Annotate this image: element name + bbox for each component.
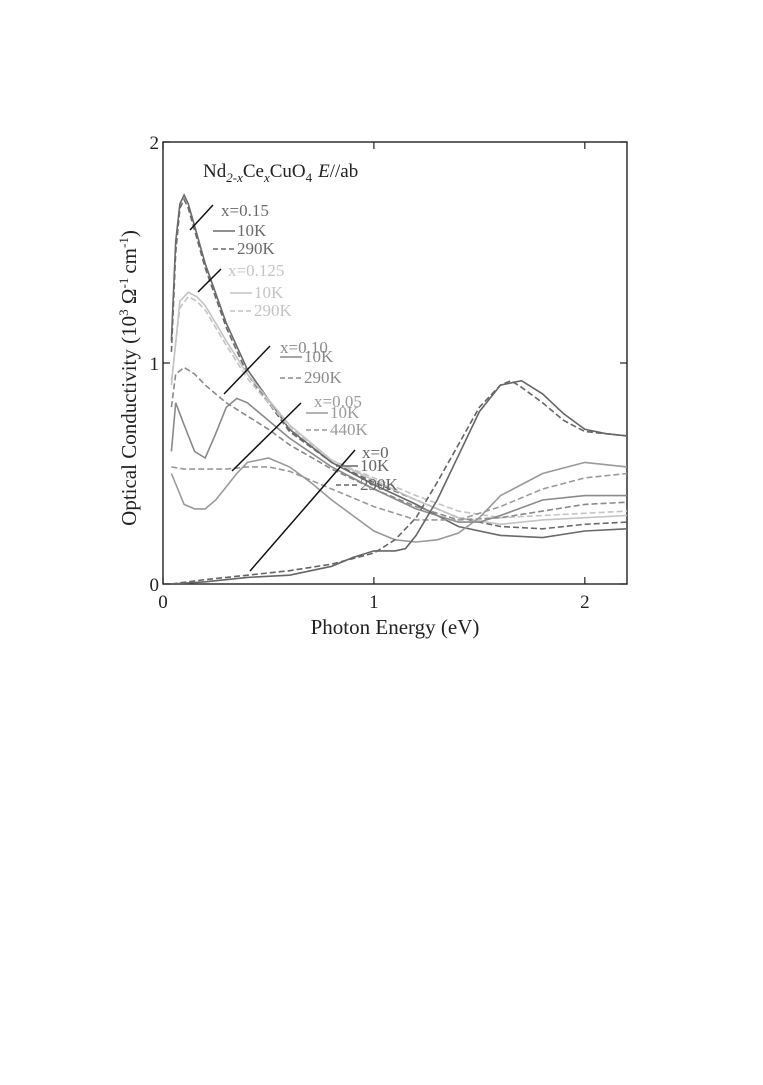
series-line-group3-440K	[171, 466, 627, 521]
legend-leader-line	[197, 268, 222, 293]
y-axis-title: Optical Conductivity (103 Ω-1cm-1)	[116, 230, 141, 526]
series-line-group4-290K	[171, 379, 627, 584]
title-part-cuo: CuO	[270, 161, 306, 182]
chart-title: Nd2-xCexCuO4 E//ab	[203, 161, 358, 185]
x-tick-label: 2	[580, 592, 590, 613]
legend-group-label: x=0	[362, 443, 389, 462]
title-part-ab: //ab	[330, 161, 359, 182]
legend-entry-label: 290K	[254, 301, 293, 320]
y-tick-label: 0	[150, 575, 160, 596]
axis-ticks: 0 1 2 0 1 2	[150, 133, 627, 613]
ylabel-part-main: Optical Conductivity (10	[117, 316, 141, 526]
title-part-nd: Nd	[203, 161, 227, 182]
legend-entry-label: 290K	[360, 475, 399, 494]
series-line-group2-10K	[170, 397, 627, 523]
legend-entry-label: 10K	[237, 221, 267, 240]
ylabel-part-exp3: -1	[116, 237, 131, 248]
legend-leader-line	[189, 204, 214, 231]
y-tick-label: 2	[150, 133, 160, 154]
ylabel-part-exp1: 3	[116, 309, 131, 316]
legend-annotations: x=0.1510K290Kx=0.12510K290Kx=0.1010K290K…	[189, 201, 399, 572]
legend-entry-label: 290K	[237, 239, 276, 258]
legend-leader-line	[249, 449, 356, 572]
title-part-sub1: 2-x	[226, 170, 243, 185]
series-line-group3-10K	[170, 457, 627, 543]
legend-group-label: x=0.15	[221, 201, 269, 220]
series-line-group2-290K	[170, 366, 627, 521]
title-part-ce: Ce	[243, 161, 264, 182]
x-tick-label: 1	[369, 592, 379, 613]
legend-entry-label: 440K	[330, 420, 369, 439]
legend-group-label: x=0.05	[314, 392, 362, 411]
ylabel-part-cm: cm	[117, 248, 141, 274]
legend-entry-label: 10K	[360, 456, 390, 475]
title-part-sub2: x	[263, 170, 270, 185]
series-line-group4-10K	[171, 379, 627, 584]
series-lines	[170, 193, 627, 584]
x-axis-title: Photon Energy (eV)	[311, 615, 480, 639]
legend-group-label: x=0.125	[228, 261, 284, 280]
y-tick-label: 1	[150, 354, 160, 375]
series-line-group1-290K	[170, 295, 627, 519]
title-part-sub3: 4	[306, 170, 313, 185]
legend-entry-label: 290K	[304, 368, 343, 387]
series-line-group0-290K	[170, 197, 627, 530]
legend-entry-label: 10K	[254, 283, 284, 302]
legend-leader-line	[223, 345, 271, 395]
ylabel-part-omega: Ω	[117, 289, 141, 310]
ylabel-part-close: )	[117, 230, 141, 237]
legend-entry-label: 10K	[330, 403, 360, 422]
title-part-e: E	[317, 161, 330, 182]
legend-leader-line	[231, 402, 302, 472]
series-line-group1-10K	[170, 291, 627, 526]
x-tick-label: 0	[158, 592, 168, 613]
legend-group-label: x=0.10	[280, 338, 328, 357]
ylabel-part-exp2: -1	[116, 278, 131, 289]
legend-entry-label: 10K	[304, 347, 334, 366]
